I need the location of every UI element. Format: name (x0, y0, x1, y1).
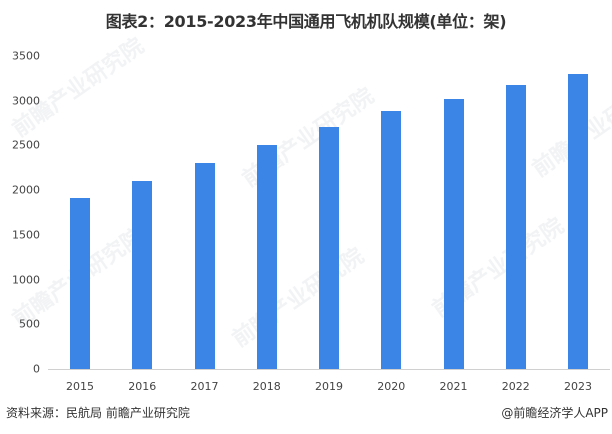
bar-2022 (505, 84, 526, 369)
y-tick-label: 1500 (12, 228, 40, 242)
credit-note: @前瞻经济学人APP (501, 406, 608, 420)
x-axis-line (48, 369, 610, 370)
chart-title: 图表2：2015-2023年中国通用飞机机队规模(单位：架) (105, 12, 507, 31)
x-tick-label: 2021 (439, 380, 468, 393)
x-tick-label: 2015 (66, 380, 94, 393)
bar-2017 (194, 163, 215, 369)
x-tick-label: 2023 (564, 380, 592, 393)
watermark-text: 前瞻产业研究院 (8, 33, 149, 143)
bar-2019 (319, 126, 339, 369)
x-tick-label: 2020 (377, 380, 406, 393)
bar-2016 (132, 181, 153, 369)
bar-2015 (70, 198, 90, 369)
y-tick-label: 1000 (12, 273, 40, 287)
x-tick-label: 2017 (190, 380, 219, 393)
source-note: 资料来源：民航局 前瞻产业研究院 (6, 406, 190, 420)
y-tick-label: 2000 (12, 183, 40, 197)
bar-2020 (381, 110, 402, 369)
bar-2018 (256, 145, 277, 369)
bar-2021 (443, 98, 464, 369)
y-tick-label: 3000 (12, 94, 40, 108)
y-tick-label: 500 (19, 317, 40, 331)
x-tick-label: 2018 (252, 380, 281, 393)
bar-2023 (568, 73, 588, 369)
watermark-text: 前瞻产业研究院 (228, 243, 369, 353)
y-tick-label: 0 (33, 362, 40, 376)
x-tick-label: 2022 (501, 380, 530, 393)
x-tick-label: 2016 (128, 380, 157, 393)
y-tick-label: 2500 (12, 138, 40, 152)
x-tick-label: 2019 (315, 380, 343, 393)
y-tick-label: 3500 (12, 49, 40, 63)
